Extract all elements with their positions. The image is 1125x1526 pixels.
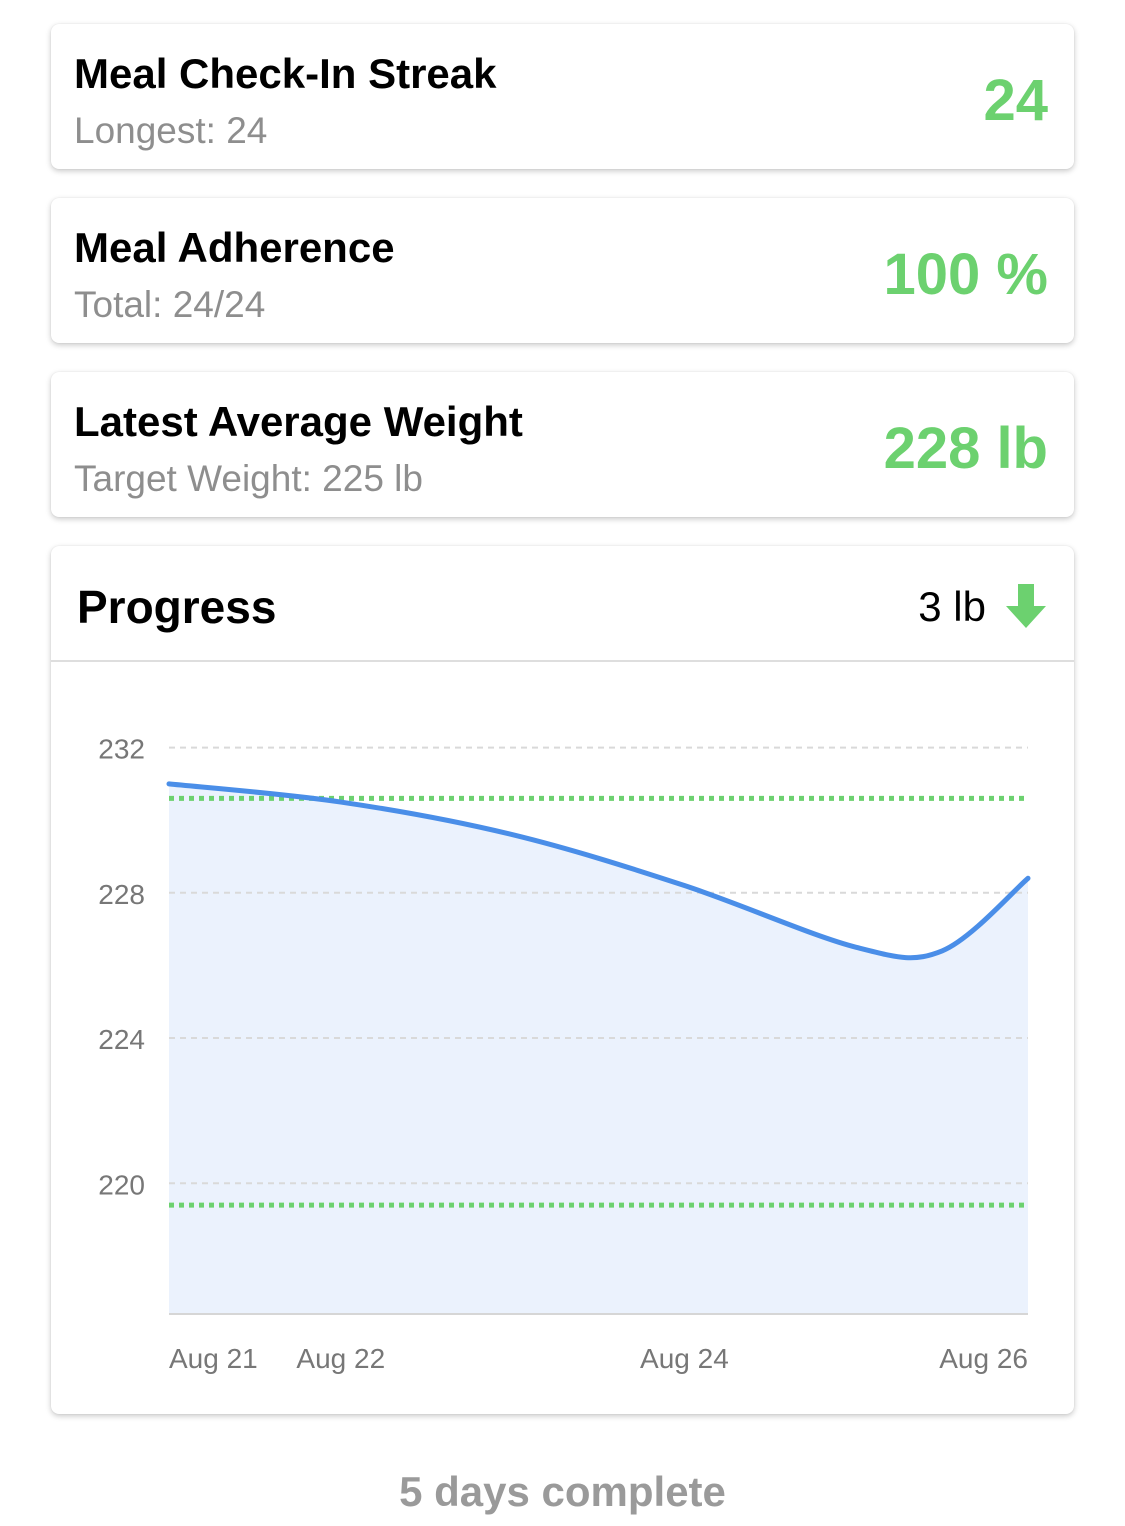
y-tick-label-228: 228 (98, 879, 145, 910)
y-tick-label-232: 232 (98, 734, 145, 765)
streak-longest: Longest: 24 (74, 110, 268, 151)
x-tick-label: Aug 26 (939, 1343, 1028, 1374)
weight-value: 228 lb (883, 416, 1048, 481)
progress-header: Progress 3 lb (51, 546, 1074, 662)
weight-trend-line (166, 781, 1031, 961)
streak-card[interactable]: Meal Check-In Streak Longest: 24 24 (51, 24, 1074, 169)
y-tick-label-220: 220 (98, 1169, 145, 1200)
weight-card[interactable]: Latest Average Weight Target Weight: 225… (51, 372, 1074, 517)
adherence-total: Total: 24/24 (74, 284, 266, 325)
arrow-down-icon (1006, 584, 1046, 628)
streak-value: 24 (983, 68, 1048, 133)
target-weight: Target Weight: 225 lb (74, 458, 423, 499)
adherence-value: 100 % (883, 242, 1048, 307)
progress-card[interactable]: Progress 3 lb 220 224 228 232 Aug 21 Aug 22 Au… (51, 546, 1074, 1414)
progress-area-fill (169, 783, 1028, 1314)
arrow-down-shape (1006, 584, 1046, 628)
x-tick-label: Aug 21 (169, 1343, 258, 1374)
streak-title: Meal Check-In Streak (74, 50, 497, 97)
progress-chart: 220 224 228 232 Aug 21 Aug 22 Aug 24 Aug 26 (98, 734, 1031, 1374)
progress-title: Progress (77, 581, 277, 633)
progress-change: 3 lb (918, 583, 986, 630)
x-tick-label: Aug 24 (640, 1343, 729, 1374)
days-complete-label: 5 days complete (399, 1468, 726, 1515)
adherence-card[interactable]: Meal Adherence Total: 24/24 100 % (51, 198, 1074, 343)
adherence-title: Meal Adherence (74, 224, 395, 271)
weight-title: Latest Average Weight (74, 398, 523, 445)
y-tick-label-224: 224 (98, 1024, 145, 1055)
x-tick-label: Aug 22 (296, 1343, 385, 1374)
